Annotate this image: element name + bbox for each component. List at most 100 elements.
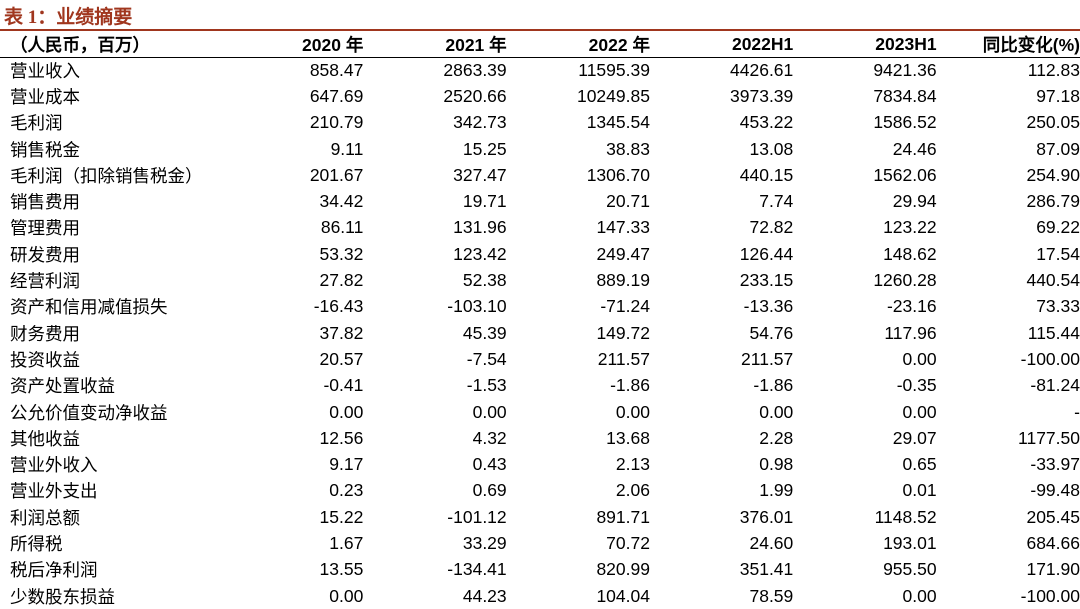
cell-value: 0.00 (902, 348, 937, 369)
table-row: 营业收入 858.47 2863.39 11595.39 4426.61 9421.36 1… (0, 57, 1080, 83)
cell-value: 149.72 (596, 322, 650, 343)
cell-value: 0.01 (902, 480, 937, 501)
cell-value: 0.00 (329, 585, 364, 606)
cell-value: 72.82 (749, 217, 794, 238)
cell-value: 44.23 (462, 585, 507, 606)
table-row: 销售费用 34.42 19.71 20.71 7.74 29.94 286.79 (0, 188, 1080, 214)
cell-value: 440.15 (739, 164, 794, 185)
row-label: 少数股东损益 (10, 586, 115, 607)
cell-value: 15.22 (319, 506, 364, 527)
row-label: 其他收益 (10, 428, 80, 449)
cell-value: 2.13 (615, 454, 650, 475)
cell-value: -71.24 (600, 296, 650, 317)
header-row: （人民币，百万） 2020 年 2021 年 2022 年 2022H1 2023H1 同比… (0, 31, 1080, 57)
cell-value: 115.44 (1027, 322, 1080, 343)
cell-value: 889.19 (596, 270, 650, 291)
cell-value: 376.01 (739, 506, 794, 527)
cell-value: 211.57 (741, 348, 794, 369)
column-header: 2020 年 (302, 34, 364, 55)
cell-value: 15.25 (462, 138, 507, 159)
cell-value: 24.46 (892, 138, 937, 159)
cell-value: 1148.52 (874, 506, 937, 527)
row-label: 资产和信用减值损失 (10, 297, 168, 318)
cell-value: 131.96 (453, 217, 507, 238)
table-row: 毛利润（扣除销售税金） 201.67 327.47 1306.70 440.15 1562… (0, 162, 1080, 188)
cell-value: 38.83 (606, 138, 650, 159)
cell-value: 647.69 (309, 85, 364, 106)
table-row: 财务费用 37.82 45.39 149.72 54.76 117.96 115.44 (0, 320, 1080, 346)
cell-value: 205.45 (1026, 506, 1080, 527)
cell-value: -1.86 (610, 375, 650, 396)
cell-value: 17.54 (1036, 243, 1080, 264)
cell-value: 24.60 (749, 532, 794, 553)
cell-value: 86.11 (320, 217, 364, 238)
table-row: 经营利润 27.82 52.38 889.19 233.15 1260.28 440.54 (0, 267, 1080, 293)
row-label: 管理费用 (10, 218, 80, 239)
cell-value: 0.00 (329, 401, 364, 422)
cell-value: 19.71 (462, 191, 507, 212)
cell-value: -100.00 (1020, 585, 1080, 606)
row-label: 销售税金 (10, 139, 80, 160)
cell-value: 684.66 (1026, 532, 1080, 553)
cell-value: 201.67 (309, 164, 364, 185)
table-row: 资产处置收益 -0.41 -1.53 -1.86 -1.86 -0.35 -81.24 (0, 373, 1080, 399)
cell-value: 69.22 (1036, 217, 1080, 238)
cell-value: 211.57 (597, 348, 650, 369)
row-label: 资产处置收益 (10, 376, 115, 397)
column-header: 2022H1 (731, 33, 794, 54)
cell-value: -101.12 (447, 506, 507, 527)
cell-value: 0.00 (902, 585, 937, 606)
column-header: （人民币，百万） (10, 34, 150, 55)
cell-value: 54.76 (749, 322, 794, 343)
cell-value: 87.09 (1036, 138, 1080, 159)
cell-value: 13.08 (749, 138, 794, 159)
column-header: 同比变化(%) (982, 34, 1080, 55)
cell-value: 351.41 (739, 559, 794, 580)
column-header: 2023H1 (875, 33, 937, 54)
column-header: 2021 年 (445, 34, 507, 55)
cell-value: 0.98 (759, 454, 794, 475)
cell-value: 7.74 (759, 191, 794, 212)
cell-value: 13.68 (606, 427, 650, 448)
cell-value: 0.23 (329, 480, 364, 501)
cell-value: 12.56 (319, 427, 364, 448)
rule (0, 29, 1080, 31)
cell-value: 0.43 (472, 454, 507, 475)
cell-value: 126.44 (739, 243, 794, 264)
cell-value: -0.41 (323, 375, 364, 396)
table-row: 少数股东损益 0.00 44.23 104.04 78.59 0.00 -100.00 (0, 583, 1080, 609)
cell-value: 254.90 (1026, 164, 1080, 185)
table-row: 营业外支出 0.23 0.69 2.06 1.99 0.01 -99.48 (0, 478, 1080, 504)
cell-value: 123.22 (883, 217, 937, 238)
cell-value: 104.04 (596, 585, 650, 606)
cell-value: 1.99 (759, 480, 794, 501)
row-label: 销售费用 (10, 192, 80, 213)
table-row: 销售税金 9.11 15.25 38.83 13.08 24.46 87.09 (0, 136, 1080, 162)
cell-value: 1177.50 (1018, 427, 1080, 448)
row-label: 研发费用 (10, 244, 80, 265)
cell-value: 7834.84 (873, 85, 937, 106)
row-label: 利润总额 (10, 507, 80, 528)
cell-value: -0.35 (896, 375, 937, 396)
table-row: 营业外收入 9.17 0.43 2.13 0.98 0.65 -33.97 (0, 451, 1080, 477)
row-label: 营业成本 (10, 86, 80, 107)
cell-value: 148.62 (883, 243, 937, 264)
cell-value: 955.50 (883, 559, 937, 580)
cell-value: 20.71 (606, 191, 650, 212)
row-label: 营业外收入 (10, 455, 98, 476)
table-row: 公允价值变动净收益 0.00 0.00 0.00 0.00 0.00 - (0, 399, 1080, 425)
table-row: 其他收益 12.56 4.32 13.68 2.28 29.07 1177.50 (0, 425, 1080, 451)
cell-value: 286.79 (1026, 191, 1080, 212)
cell-value: 0.00 (902, 401, 937, 422)
cell-value: 2.28 (759, 427, 794, 448)
table-row: 毛利润 210.79 342.73 1345.54 453.22 1586.52 250.0… (0, 110, 1080, 136)
table-row: 营业成本 647.69 2520.66 10249.85 3973.39 7834.84 9… (0, 83, 1080, 109)
cell-value: 9.11 (330, 138, 364, 159)
cell-value: 0.65 (902, 454, 937, 475)
cell-value: 27.82 (319, 270, 364, 291)
table-row: 利润总额 15.22 -101.12 891.71 376.01 1148.52 205.4… (0, 504, 1080, 530)
cell-value: 0.69 (472, 480, 507, 501)
cell-value: 171.90 (1026, 559, 1080, 580)
cell-value: 78.59 (749, 585, 794, 606)
